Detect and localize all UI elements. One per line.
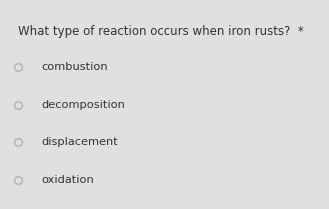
Text: What type of reaction occurs when iron rusts?  *: What type of reaction occurs when iron r… (18, 25, 304, 38)
Text: combustion: combustion (41, 62, 108, 72)
Text: decomposition: decomposition (41, 99, 125, 110)
Text: displacement: displacement (41, 137, 118, 147)
Text: oxidation: oxidation (41, 175, 94, 185)
